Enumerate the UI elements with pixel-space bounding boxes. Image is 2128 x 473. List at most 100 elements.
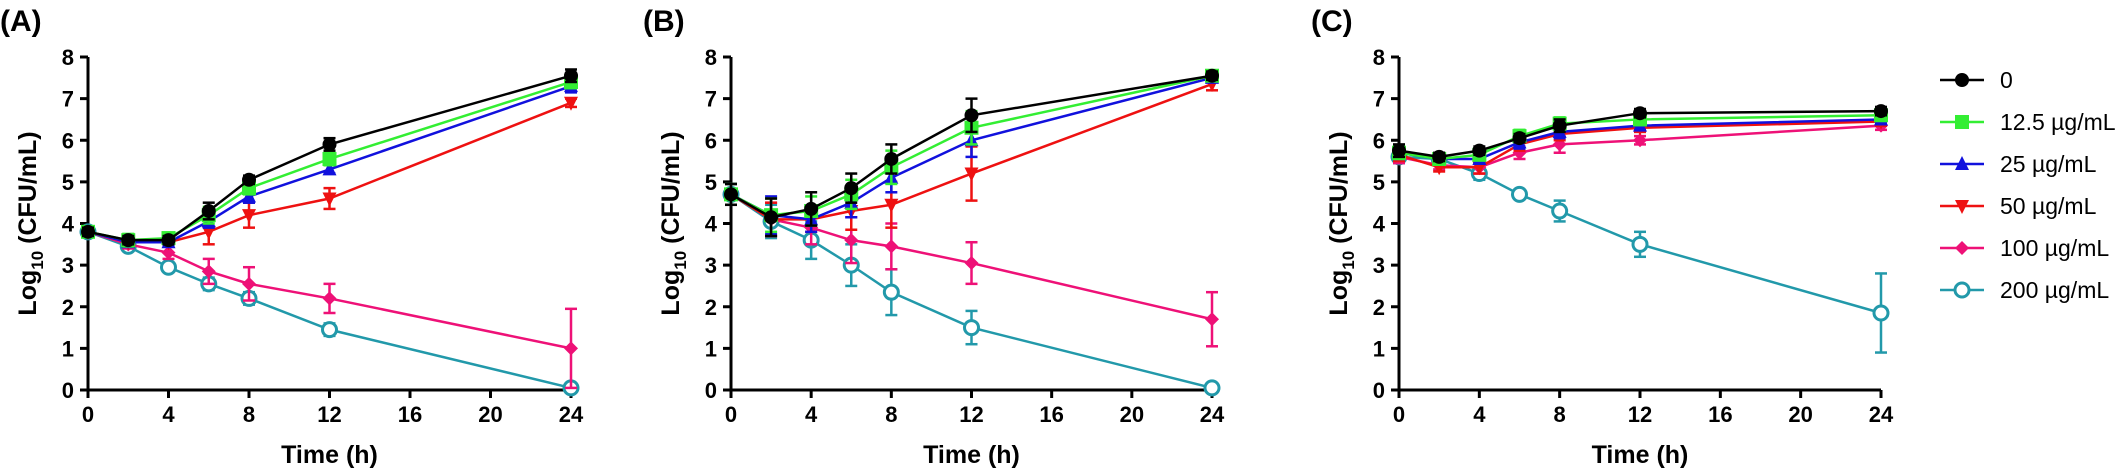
data-point (964, 167, 979, 182)
data-point (1205, 312, 1219, 327)
data-point (1633, 133, 1647, 148)
y-tick-label: 7 (62, 87, 74, 112)
data-point (804, 201, 819, 216)
data-point (242, 172, 256, 187)
y-tick-label: 2 (62, 295, 74, 320)
data-point (764, 210, 779, 225)
data-point (1511, 185, 1528, 203)
data-point (1472, 143, 1487, 158)
x-tick-label: 0 (82, 402, 94, 427)
x-tick-label: 24 (1869, 402, 1894, 427)
x-tick-label: 12 (317, 402, 341, 427)
data-point (1432, 149, 1447, 164)
y-tick-label: 0 (1373, 378, 1385, 403)
data-point (1874, 104, 1888, 119)
legend-marker (1955, 73, 1969, 87)
data-point (242, 276, 256, 291)
data-point (1392, 143, 1406, 158)
data-point (242, 209, 256, 224)
data-point (844, 181, 859, 196)
series-1 (1392, 104, 1888, 164)
y-tick-label: 0 (62, 378, 74, 403)
panel-label: (A) (0, 5, 42, 38)
y-tick-label: 7 (705, 87, 717, 112)
legend-marker (1955, 241, 1969, 255)
series-6 (722, 182, 1221, 397)
data-point (1512, 131, 1527, 146)
data-point (564, 68, 578, 83)
y-tick-label: 8 (62, 45, 74, 70)
y-tick-label: 3 (705, 253, 717, 278)
y-tick-label: 6 (62, 128, 74, 153)
x-tick-label: 8 (1554, 402, 1566, 427)
y-axis-title: Log10 (CFU/mL) (657, 131, 690, 315)
y-tick-label: 1 (62, 336, 74, 361)
y-tick-label: 6 (705, 128, 717, 153)
data-point (322, 161, 337, 176)
data-point (724, 187, 738, 202)
legend-item: 100 µg/mL (1940, 235, 2109, 261)
y-tick-label: 4 (62, 212, 75, 237)
y-axis-title: Log10 (CFU/mL) (14, 131, 47, 315)
legend: 0 12.5 µg/mL 25 µg/mL 50 µg/mL 100 µg/mL 200 … (1940, 67, 2116, 303)
x-tick-label: 16 (1039, 402, 1063, 427)
data-point (201, 225, 216, 240)
y-tick-label: 4 (705, 212, 718, 237)
y-tick-label: 1 (705, 336, 717, 361)
legend-marker (1955, 200, 1969, 214)
data-point (964, 256, 979, 271)
series-6 (1390, 148, 1890, 354)
x-tick-label: 4 (162, 402, 175, 427)
data-point (1872, 304, 1890, 322)
data-point (1205, 68, 1219, 83)
data-point (1551, 202, 1569, 220)
legend-item: 12.5 µg/mL (1940, 109, 2116, 135)
y-axis-title: Log10 (CFU/mL) (1325, 131, 1358, 315)
x-tick-label: 20 (1788, 402, 1812, 427)
data-point (322, 151, 337, 166)
x-tick-label: 0 (725, 402, 737, 427)
panel-label: (B) (643, 5, 685, 38)
x-tick-label: 8 (243, 402, 255, 427)
data-point (121, 233, 136, 248)
legend-item: 0 (1940, 67, 2013, 93)
x-axis-title: Time (h) (281, 441, 378, 469)
data-point (321, 321, 338, 339)
data-point (160, 258, 177, 276)
y-tick-label: 2 (705, 295, 717, 320)
data-point (322, 291, 337, 306)
legend-marker (1953, 281, 1971, 299)
data-point (1552, 118, 1567, 133)
y-tick-label: 7 (1373, 87, 1385, 112)
data-point (81, 224, 95, 239)
x-tick-label: 0 (1393, 402, 1405, 427)
data-point (882, 283, 900, 301)
data-point (201, 264, 216, 279)
x-axis-title: Time (h) (1592, 441, 1689, 469)
legend-label: 100 µg/mL (2000, 235, 2109, 261)
x-tick-label: 8 (885, 402, 897, 427)
data-point (1633, 106, 1647, 121)
x-tick-label: 16 (1708, 402, 1732, 427)
data-point (161, 233, 176, 248)
data-point (884, 198, 899, 213)
y-tick-label: 6 (1373, 128, 1385, 153)
y-tick-label: 8 (1373, 45, 1385, 70)
data-point (564, 341, 578, 356)
y-tick-label: 2 (1373, 295, 1385, 320)
y-tick-label: 8 (705, 45, 717, 70)
legend-label: 0 (2000, 67, 2013, 93)
series-line (730, 193, 1213, 390)
y-tick-label: 1 (1373, 336, 1385, 361)
y-tick-label: 0 (705, 378, 717, 403)
legend-marker (1955, 115, 1969, 129)
data-point (844, 233, 859, 248)
legend-label: 25 µg/mL (2000, 151, 2097, 177)
data-point (964, 108, 979, 123)
y-tick-label: 3 (62, 253, 74, 278)
